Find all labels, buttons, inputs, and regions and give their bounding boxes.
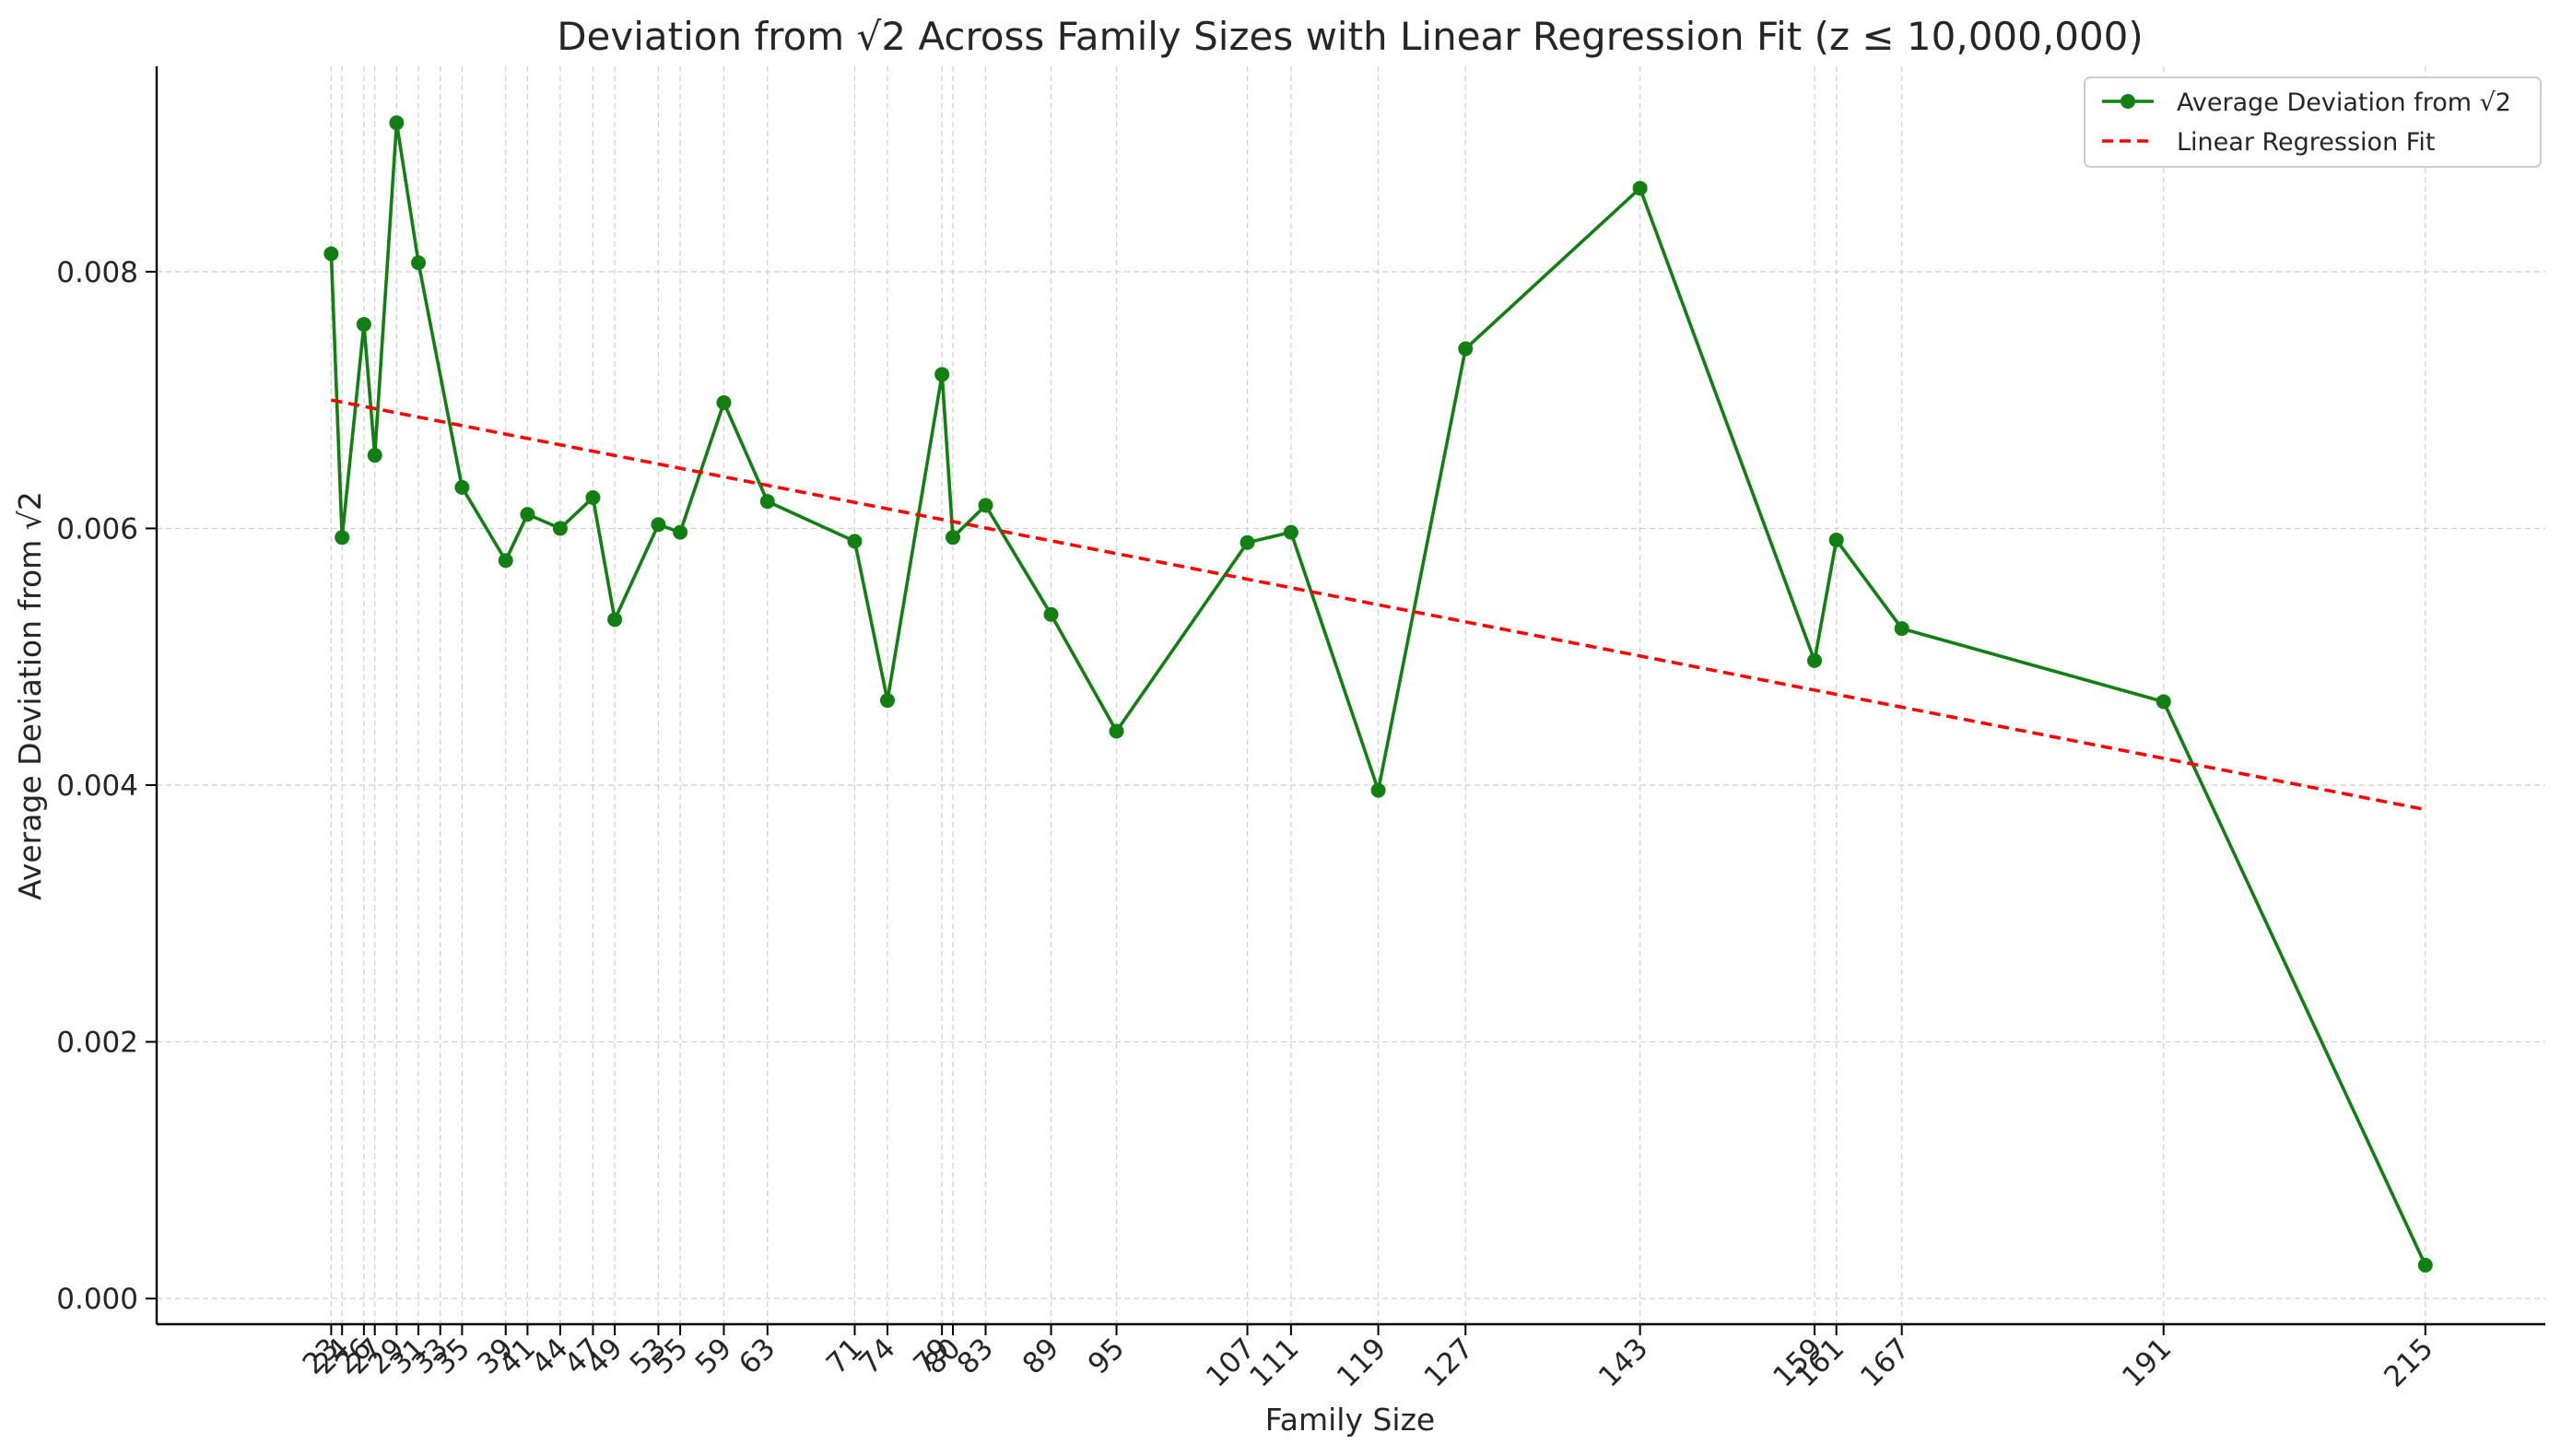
deviation-data-point: [367, 448, 382, 464]
x-tick-label: 111: [1243, 1332, 1305, 1393]
deviation-data-point: [1632, 181, 1648, 196]
x-tick-label: 119: [1331, 1332, 1392, 1393]
deviation-data-point: [759, 494, 775, 510]
deviation-data-point: [651, 517, 666, 533]
y-tick-label: 0.000: [56, 1283, 138, 1316]
deviation-data-point: [389, 115, 405, 131]
deviation-data-point: [1458, 341, 1474, 357]
deviation-data-point: [879, 693, 895, 709]
deviation-data-point: [1807, 652, 1823, 668]
deviation-data-point: [1043, 606, 1059, 622]
x-tick-label: 89: [1016, 1332, 1065, 1380]
deviation-data-point: [1239, 534, 1255, 550]
legend-label-series-2: Linear Regression Fit: [2177, 128, 2435, 157]
deviation-data-point: [552, 521, 568, 536]
x-tick-label: 191: [2116, 1332, 2178, 1393]
x-axis-label: Family Size: [1265, 1402, 1435, 1438]
legend-box: [2084, 76, 2542, 168]
deviation-data-point: [323, 246, 339, 262]
y-tick-label: 0.006: [56, 512, 138, 546]
deviation-data-point: [847, 534, 863, 549]
x-tick-label: 167: [1854, 1332, 1916, 1393]
axes-layer: [155, 66, 2545, 1326]
deviation-data-point: [946, 530, 960, 546]
deviation-data-point: [673, 524, 688, 540]
deviation-data-point: [585, 490, 601, 505]
series-layer: [323, 115, 2433, 1273]
deviation-data-point: [335, 530, 350, 546]
x-tick-label: 95: [1082, 1332, 1131, 1380]
y-axis-label: Average Deviation from √2: [12, 491, 48, 900]
y-tick-label: 0.002: [56, 1027, 138, 1060]
chart-title: Deviation from √2 Across Family Sizes wi…: [557, 14, 2144, 59]
deviation-data-point: [716, 394, 732, 410]
deviation-data-point: [498, 553, 513, 569]
deviation-data-point: [454, 479, 470, 495]
legend-marker-series-1: [2120, 94, 2135, 109]
legend-label-series-1: Average Deviation from √2: [2177, 88, 2511, 117]
y-tick-label: 0.008: [56, 256, 138, 289]
x-tick-label: 83: [951, 1332, 1000, 1380]
deviation-data-point: [356, 316, 371, 332]
deviation-data-point: [1894, 621, 1909, 637]
deviation-data-point: [1109, 723, 1124, 739]
grid-layer: [157, 66, 2545, 1324]
regression-fit-line: [331, 398, 2426, 812]
deviation-data-point: [2156, 694, 2171, 710]
deviation-data-point: [978, 498, 993, 513]
deviation-data-point: [1828, 532, 1844, 547]
x-tick-label: 143: [1592, 1332, 1654, 1393]
deviation-data-point: [934, 367, 950, 382]
x-tick-label: 63: [733, 1332, 781, 1380]
x-tick-label: 127: [1418, 1332, 1480, 1393]
y-tick-label: 0.004: [56, 769, 138, 803]
x-tick-label: 215: [2378, 1332, 2439, 1393]
deviation-data-point: [520, 507, 535, 523]
deviation-data-point: [607, 612, 623, 628]
x-tick-label: 74: [852, 1332, 901, 1380]
deviation-data-point: [2417, 1257, 2433, 1273]
deviation-data-point: [411, 255, 427, 271]
legend: Average Deviation from √2 Linear Regress…: [2084, 76, 2542, 168]
deviation-data-point: [1283, 524, 1298, 540]
x-tick-label: 59: [689, 1332, 738, 1380]
deviation-data-point: [1370, 782, 1386, 798]
